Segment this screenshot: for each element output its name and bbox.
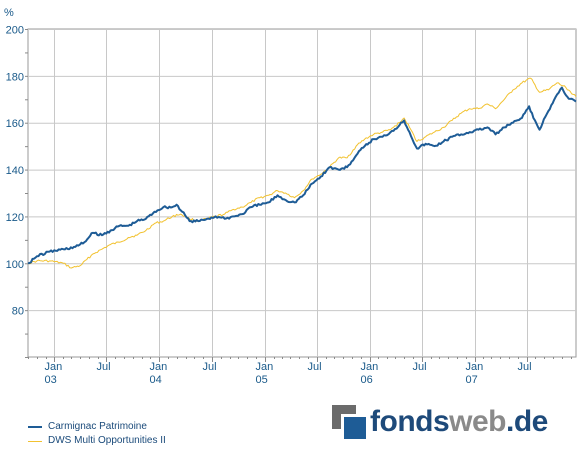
x-tick-year-label: 03 (45, 374, 57, 386)
legend-item-dws: DWS Multi Opportunities II (28, 434, 166, 448)
plot-area (27, 28, 577, 358)
x-tick-label: Jan (150, 361, 168, 373)
y-tick-label: 140 (6, 165, 24, 177)
legend-item-carmignac: Carmignac Patrimoine (28, 420, 166, 434)
logo-text: fondsweb.de (370, 405, 548, 438)
chart-axes (25, 29, 572, 362)
legend-label-dws: DWS Multi Opportunities II (48, 435, 166, 446)
y-tick-label: 180 (6, 71, 24, 83)
series-line-dws (27, 77, 577, 269)
legend-label-carmignac: Carmignac Patrimoine (48, 421, 147, 432)
y-tick-label: 80 (12, 306, 24, 318)
y-tick-label: 160 (6, 118, 24, 130)
fondsweb-logo: fondsweb.de (332, 404, 548, 440)
chart-series (27, 77, 577, 269)
x-tick-year-label: 04 (150, 374, 162, 386)
y-unit-label: % (4, 7, 14, 19)
logo-mark-icon (332, 405, 366, 439)
chart-legend: Carmignac Patrimoine DWS Multi Opportuni… (28, 420, 166, 448)
x-tick-label: Jan (256, 361, 274, 373)
x-tick-year-label: 07 (466, 374, 478, 386)
x-tick-label: Jan (45, 361, 63, 373)
x-tick-label: Jul (97, 361, 111, 373)
chart-grid (27, 28, 577, 358)
x-tick-year-label: 05 (256, 374, 268, 386)
x-tick-label: Jan (466, 361, 484, 373)
x-tick-label: Jan (361, 361, 379, 373)
legend-swatch-carmignac (28, 426, 42, 428)
y-tick-label: 120 (6, 212, 24, 224)
x-tick-year-label: 06 (361, 374, 373, 386)
legend-swatch-dws (28, 440, 42, 442)
series-line-carmignac (27, 86, 577, 265)
x-tick-label: Jul (518, 361, 532, 373)
x-tick-label: Jul (203, 361, 217, 373)
y-tick-label: 100 (6, 259, 24, 271)
y-tick-label: 200 (6, 25, 24, 37)
x-tick-label: Jul (308, 361, 322, 373)
x-tick-label: Jul (413, 361, 427, 373)
